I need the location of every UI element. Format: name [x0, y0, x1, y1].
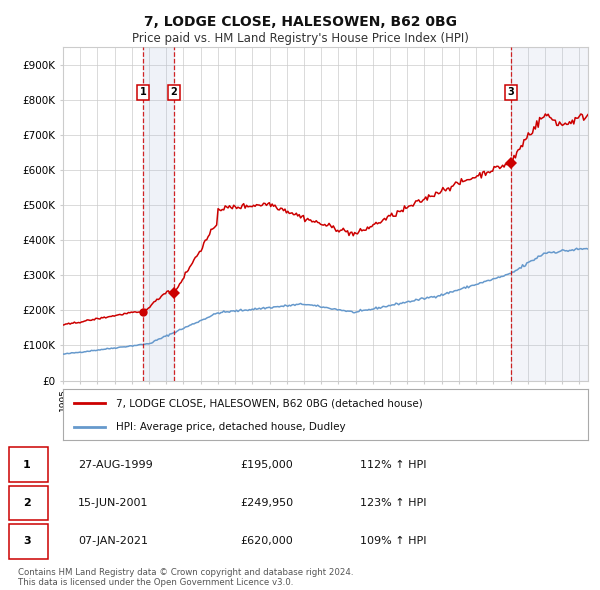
Text: 2: 2: [23, 498, 31, 508]
Text: 7, LODGE CLOSE, HALESOWEN, B62 0BG (detached house): 7, LODGE CLOSE, HALESOWEN, B62 0BG (deta…: [115, 398, 422, 408]
Text: £249,950: £249,950: [240, 498, 293, 508]
Text: Contains HM Land Registry data © Crown copyright and database right 2024.
This d: Contains HM Land Registry data © Crown c…: [18, 568, 353, 587]
Text: 27-AUG-1999: 27-AUG-1999: [78, 460, 153, 470]
Text: £195,000: £195,000: [240, 460, 293, 470]
Text: HPI: Average price, detached house, Dudley: HPI: Average price, detached house, Dudl…: [115, 422, 345, 432]
Text: £620,000: £620,000: [240, 536, 293, 546]
Bar: [143, 47, 174, 381]
Text: 112% ↑ HPI: 112% ↑ HPI: [360, 460, 427, 470]
Bar: [511, 47, 588, 381]
Text: 15-JUN-2001: 15-JUN-2001: [78, 498, 149, 508]
Text: 123% ↑ HPI: 123% ↑ HPI: [360, 498, 427, 508]
Text: 3: 3: [508, 87, 514, 97]
Text: 1: 1: [23, 460, 31, 470]
Bar: [511, 47, 588, 381]
Text: 3: 3: [23, 536, 31, 546]
Text: 07-JAN-2021: 07-JAN-2021: [78, 536, 148, 546]
Text: 2: 2: [170, 87, 178, 97]
Text: Price paid vs. HM Land Registry's House Price Index (HPI): Price paid vs. HM Land Registry's House …: [131, 32, 469, 45]
Text: 1: 1: [140, 87, 146, 97]
Text: 109% ↑ HPI: 109% ↑ HPI: [360, 536, 427, 546]
Text: 7, LODGE CLOSE, HALESOWEN, B62 0BG: 7, LODGE CLOSE, HALESOWEN, B62 0BG: [143, 15, 457, 29]
